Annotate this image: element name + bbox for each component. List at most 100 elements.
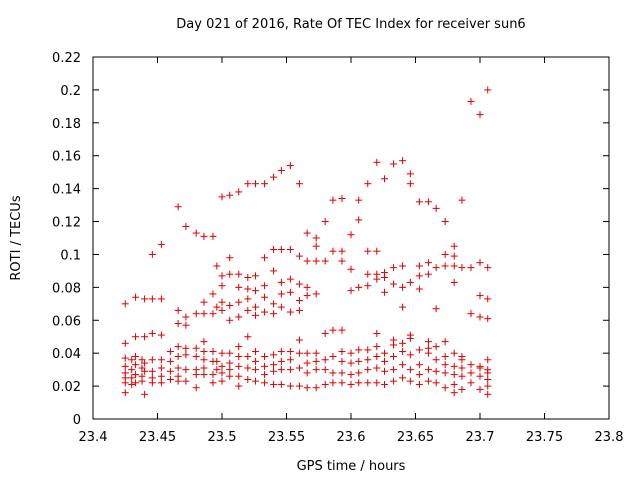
data-point <box>329 196 337 204</box>
data-point <box>148 379 156 387</box>
data-point <box>121 389 129 397</box>
data-point <box>364 282 372 290</box>
y-tick-label: 0.22 <box>52 51 81 66</box>
data-point <box>321 218 329 226</box>
data-point <box>338 247 346 255</box>
data-point <box>399 303 407 311</box>
data-point <box>261 379 269 387</box>
data-point <box>121 354 129 362</box>
data-point <box>270 246 278 254</box>
data-point <box>157 331 165 339</box>
data-point <box>364 356 372 364</box>
data-point <box>261 371 269 379</box>
data-point <box>166 357 174 365</box>
data-point <box>121 339 129 347</box>
data-point <box>424 344 432 352</box>
data-point <box>270 267 278 275</box>
data-point <box>286 288 294 296</box>
x-tick-label: 23.8 <box>595 430 624 445</box>
data-point <box>277 290 285 298</box>
data-point <box>338 257 346 265</box>
data-point <box>399 361 407 369</box>
data-point <box>174 306 182 314</box>
data-point <box>286 246 294 254</box>
data-point <box>406 278 414 286</box>
data-point <box>441 218 449 226</box>
data-point <box>312 384 320 392</box>
data-point <box>166 348 174 356</box>
data-point <box>252 180 260 188</box>
data-point <box>390 366 398 374</box>
y-tick-label: 0.14 <box>52 183 81 198</box>
data-point <box>390 352 398 360</box>
y-tick-label: 0.02 <box>52 380 81 395</box>
data-point <box>338 357 346 365</box>
data-point <box>209 371 217 379</box>
data-point <box>303 229 311 237</box>
data-point <box>373 158 381 166</box>
data-point <box>312 349 320 357</box>
data-point <box>200 356 208 364</box>
data-point <box>141 333 149 341</box>
data-point <box>476 372 484 380</box>
data-point <box>381 380 389 388</box>
x-tick-label: 23.5 <box>208 430 237 445</box>
data-point <box>355 357 363 365</box>
data-point <box>476 111 484 119</box>
data-point <box>441 369 449 377</box>
data-point <box>218 298 226 306</box>
data-point <box>381 175 389 183</box>
data-point <box>277 303 285 311</box>
data-point <box>321 257 329 265</box>
data-point <box>244 295 252 303</box>
data-point <box>355 196 363 204</box>
data-point <box>347 359 355 367</box>
data-point <box>148 367 156 375</box>
y-tick-label: 0.06 <box>52 314 81 329</box>
data-point <box>381 288 389 296</box>
data-point <box>132 379 140 387</box>
data-point <box>244 376 252 384</box>
data-point <box>312 242 320 250</box>
data-point <box>373 364 381 372</box>
data-point <box>424 366 432 374</box>
data-point <box>476 259 484 267</box>
data-point <box>381 357 389 365</box>
data-point <box>312 234 320 242</box>
data-point <box>458 372 466 380</box>
y-tick-label: 0.16 <box>52 150 81 165</box>
data-point <box>303 283 311 291</box>
data-point <box>252 357 260 365</box>
data-point <box>174 377 182 385</box>
data-point <box>347 287 355 295</box>
data-point <box>450 349 458 357</box>
data-point <box>432 204 440 212</box>
data-point <box>295 297 303 305</box>
data-point <box>364 346 372 354</box>
data-point <box>415 361 423 369</box>
data-point <box>128 380 136 388</box>
data-point <box>235 188 243 196</box>
data-point <box>277 278 285 286</box>
data-point <box>347 349 355 357</box>
data-point <box>450 371 458 379</box>
data-point <box>406 351 414 359</box>
data-point <box>132 361 140 369</box>
data-point <box>338 195 346 203</box>
data-point <box>261 254 269 262</box>
data-point <box>200 371 208 379</box>
data-point <box>312 357 320 365</box>
data-point <box>441 361 449 369</box>
data-point <box>226 191 234 199</box>
data-point <box>182 377 190 385</box>
data-point <box>415 272 423 280</box>
data-point <box>303 369 311 377</box>
data-point <box>252 272 260 280</box>
data-point <box>432 305 440 313</box>
data-point <box>476 385 484 393</box>
data-point <box>213 303 221 311</box>
data-point <box>432 367 440 375</box>
data-point <box>329 326 337 334</box>
data-point <box>252 311 260 319</box>
data-point <box>261 352 269 360</box>
